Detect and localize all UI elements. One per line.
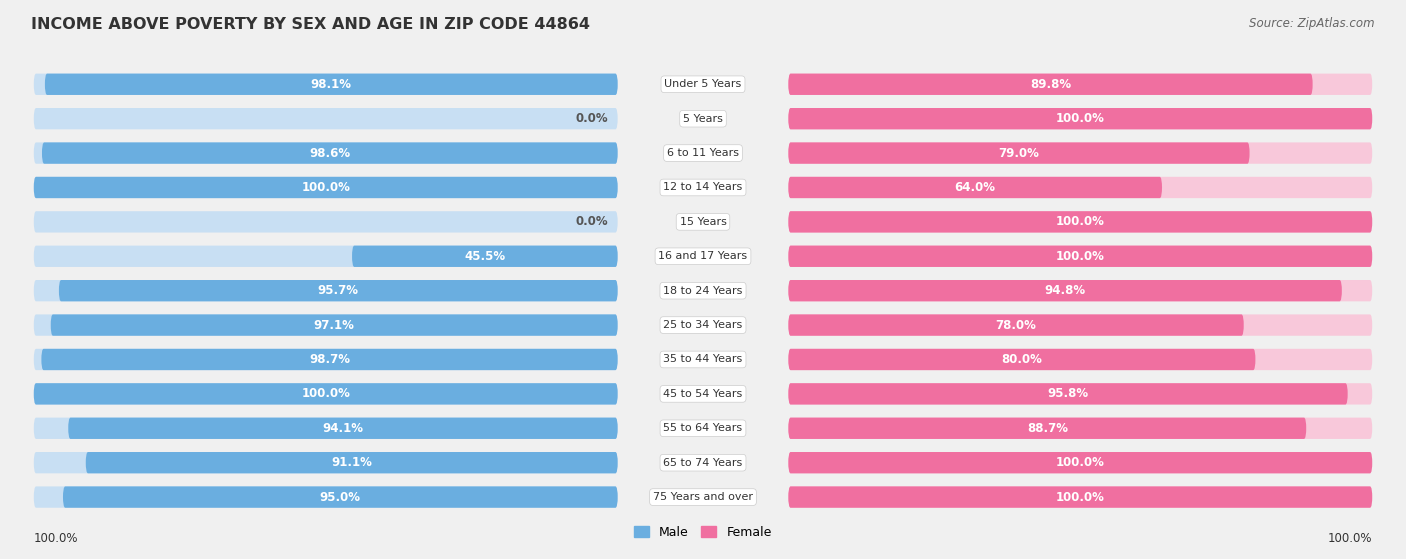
Text: 18 to 24 Years: 18 to 24 Years — [664, 286, 742, 296]
Text: 95.0%: 95.0% — [319, 491, 361, 504]
Text: 45.5%: 45.5% — [464, 250, 505, 263]
Text: 79.0%: 79.0% — [998, 146, 1039, 159]
FancyBboxPatch shape — [789, 452, 1372, 473]
Text: 98.7%: 98.7% — [309, 353, 350, 366]
FancyBboxPatch shape — [789, 74, 1372, 95]
Text: 5 Years: 5 Years — [683, 113, 723, 124]
Text: 94.1%: 94.1% — [322, 422, 363, 435]
Text: 0.0%: 0.0% — [575, 215, 607, 229]
Text: 16 and 17 Years: 16 and 17 Years — [658, 252, 748, 261]
Text: 55 to 64 Years: 55 to 64 Years — [664, 423, 742, 433]
FancyBboxPatch shape — [789, 349, 1372, 370]
FancyBboxPatch shape — [789, 245, 1372, 267]
FancyBboxPatch shape — [34, 177, 617, 198]
FancyBboxPatch shape — [34, 418, 617, 439]
Text: 35 to 44 Years: 35 to 44 Years — [664, 354, 742, 364]
FancyBboxPatch shape — [34, 177, 617, 198]
Text: 95.7%: 95.7% — [318, 284, 359, 297]
Text: 100.0%: 100.0% — [301, 387, 350, 400]
FancyBboxPatch shape — [41, 349, 617, 370]
FancyBboxPatch shape — [34, 211, 617, 233]
Text: 97.1%: 97.1% — [314, 319, 354, 331]
Text: 100.0%: 100.0% — [1327, 532, 1372, 545]
FancyBboxPatch shape — [789, 143, 1372, 164]
Text: 100.0%: 100.0% — [34, 532, 79, 545]
Text: 94.8%: 94.8% — [1045, 284, 1085, 297]
Legend: Male, Female: Male, Female — [630, 521, 776, 544]
Text: 65 to 74 Years: 65 to 74 Years — [664, 458, 742, 468]
Text: 15 Years: 15 Years — [679, 217, 727, 227]
FancyBboxPatch shape — [352, 245, 617, 267]
Text: 100.0%: 100.0% — [301, 181, 350, 194]
FancyBboxPatch shape — [34, 245, 617, 267]
FancyBboxPatch shape — [42, 143, 617, 164]
Text: 75 Years and over: 75 Years and over — [652, 492, 754, 502]
FancyBboxPatch shape — [789, 418, 1372, 439]
FancyBboxPatch shape — [789, 108, 1372, 129]
Text: 100.0%: 100.0% — [1056, 250, 1105, 263]
FancyBboxPatch shape — [789, 418, 1306, 439]
FancyBboxPatch shape — [34, 383, 617, 405]
FancyBboxPatch shape — [789, 314, 1244, 336]
FancyBboxPatch shape — [789, 245, 1372, 267]
Text: 100.0%: 100.0% — [1056, 215, 1105, 229]
Text: 98.1%: 98.1% — [311, 78, 352, 91]
FancyBboxPatch shape — [789, 280, 1341, 301]
FancyBboxPatch shape — [34, 143, 617, 164]
Text: INCOME ABOVE POVERTY BY SEX AND AGE IN ZIP CODE 44864: INCOME ABOVE POVERTY BY SEX AND AGE IN Z… — [31, 17, 591, 32]
Text: 100.0%: 100.0% — [1056, 491, 1105, 504]
FancyBboxPatch shape — [789, 349, 1256, 370]
Text: 98.6%: 98.6% — [309, 146, 350, 159]
FancyBboxPatch shape — [59, 280, 617, 301]
FancyBboxPatch shape — [34, 280, 617, 301]
FancyBboxPatch shape — [789, 314, 1372, 336]
Text: 88.7%: 88.7% — [1026, 422, 1067, 435]
Text: 95.8%: 95.8% — [1047, 387, 1088, 400]
FancyBboxPatch shape — [51, 314, 617, 336]
FancyBboxPatch shape — [789, 177, 1161, 198]
FancyBboxPatch shape — [789, 211, 1372, 233]
FancyBboxPatch shape — [789, 177, 1372, 198]
FancyBboxPatch shape — [45, 74, 617, 95]
Text: 80.0%: 80.0% — [1001, 353, 1042, 366]
FancyBboxPatch shape — [69, 418, 617, 439]
Text: 89.8%: 89.8% — [1031, 78, 1071, 91]
FancyBboxPatch shape — [34, 314, 617, 336]
Text: 25 to 34 Years: 25 to 34 Years — [664, 320, 742, 330]
FancyBboxPatch shape — [789, 383, 1372, 405]
Text: Under 5 Years: Under 5 Years — [665, 79, 741, 89]
FancyBboxPatch shape — [789, 74, 1313, 95]
Text: 91.1%: 91.1% — [332, 456, 373, 469]
FancyBboxPatch shape — [789, 108, 1372, 129]
Text: 12 to 14 Years: 12 to 14 Years — [664, 182, 742, 192]
FancyBboxPatch shape — [63, 486, 617, 508]
Text: 45 to 54 Years: 45 to 54 Years — [664, 389, 742, 399]
FancyBboxPatch shape — [34, 349, 617, 370]
Text: Source: ZipAtlas.com: Source: ZipAtlas.com — [1250, 17, 1375, 30]
FancyBboxPatch shape — [789, 280, 1372, 301]
FancyBboxPatch shape — [34, 486, 617, 508]
Text: 64.0%: 64.0% — [955, 181, 995, 194]
FancyBboxPatch shape — [789, 383, 1348, 405]
Text: 100.0%: 100.0% — [1056, 456, 1105, 469]
FancyBboxPatch shape — [34, 383, 617, 405]
FancyBboxPatch shape — [789, 452, 1372, 473]
FancyBboxPatch shape — [34, 452, 617, 473]
Text: 0.0%: 0.0% — [575, 112, 607, 125]
FancyBboxPatch shape — [789, 211, 1372, 233]
FancyBboxPatch shape — [789, 486, 1372, 508]
Text: 78.0%: 78.0% — [995, 319, 1036, 331]
FancyBboxPatch shape — [789, 486, 1372, 508]
Text: 100.0%: 100.0% — [1056, 112, 1105, 125]
Text: 6 to 11 Years: 6 to 11 Years — [666, 148, 740, 158]
FancyBboxPatch shape — [34, 108, 617, 129]
FancyBboxPatch shape — [34, 74, 617, 95]
FancyBboxPatch shape — [86, 452, 617, 473]
FancyBboxPatch shape — [789, 143, 1250, 164]
